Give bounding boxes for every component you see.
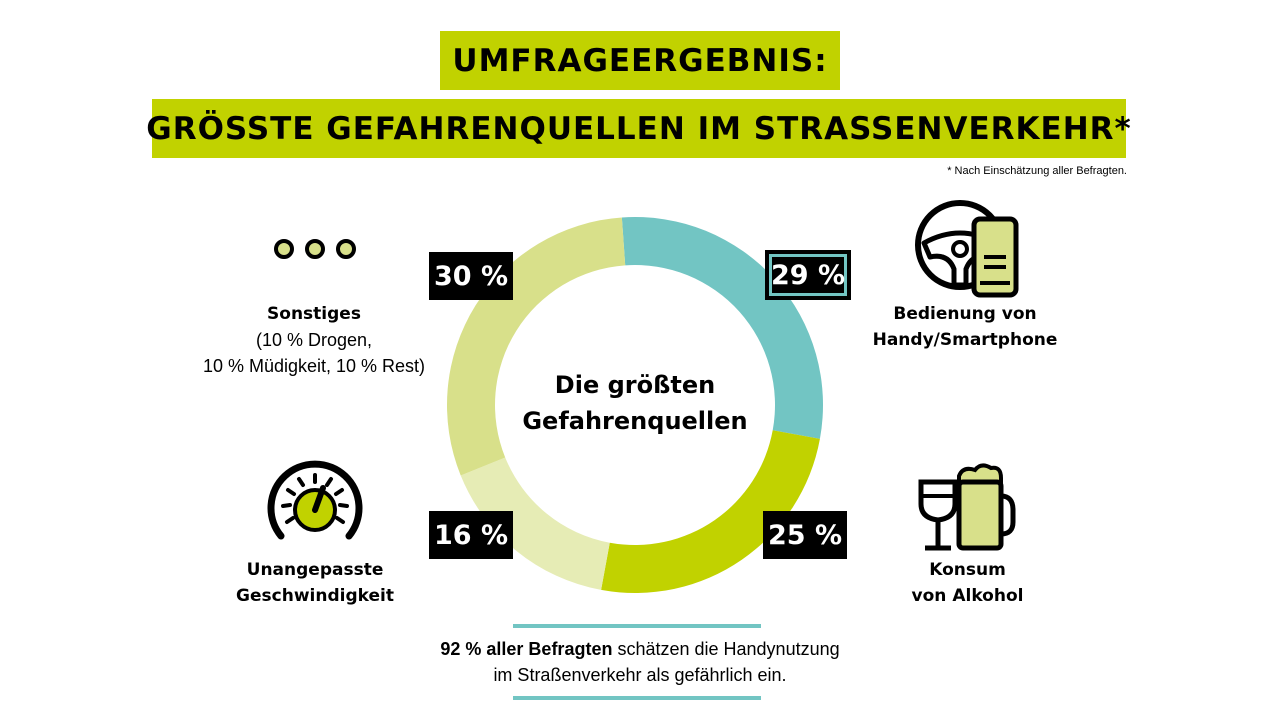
title-line-1: UMFRAGEERGEBNIS: bbox=[440, 31, 840, 90]
other-detail-line-2: 10 % Müdigkeit, 10 % Rest) bbox=[202, 356, 426, 376]
slice-alcohol bbox=[601, 430, 820, 593]
phone-label-line-1: Bedienung von bbox=[893, 304, 1037, 324]
alcohol-label-line-1: Konsum bbox=[929, 560, 1006, 580]
center-label-line-1: Die größten bbox=[554, 371, 716, 399]
bottom-rest: schätzen die Handynutzung bbox=[612, 639, 840, 659]
category-label-alcohol: Konsum von Alkohol bbox=[880, 557, 1055, 609]
bottom-bold: 92 % aller Befragten bbox=[440, 639, 613, 659]
category-label-phone: Bedienung von Handy/Smartphone bbox=[860, 301, 1070, 353]
speedometer-icon bbox=[267, 460, 363, 540]
value-label-speed: 16 % bbox=[429, 511, 513, 559]
speed-label-line-1: Unangepasste bbox=[246, 560, 384, 580]
other-title: Sonstiges bbox=[267, 304, 361, 324]
beer-wine-icon bbox=[918, 463, 1016, 551]
phone-label-line-2: Handy/Smartphone bbox=[872, 330, 1058, 350]
center-label: Die größten Gefahrenquellen bbox=[505, 367, 765, 439]
value-label-alcohol: 25 % bbox=[763, 511, 847, 559]
footnote: * Nach Einschätzung aller Befragten. bbox=[947, 165, 1127, 177]
divider-bottom bbox=[513, 696, 761, 700]
bottom-line-2: im Straßenverkehr als gefährlich ein. bbox=[493, 665, 787, 685]
category-label-speed: Unangepasste Geschwindigkeit bbox=[215, 557, 415, 609]
alcohol-label-line-2: von Alkohol bbox=[911, 586, 1024, 606]
speed-label-line-2: Geschwindigkeit bbox=[236, 586, 394, 606]
title-line-2: GRÖSSTE GEFAHRENQUELLEN IM STRASSENVERKE… bbox=[146, 99, 1131, 158]
steering-wheel-phone-icon bbox=[915, 200, 1019, 298]
slice-other bbox=[447, 217, 626, 476]
slice-speed bbox=[460, 457, 610, 590]
bottom-line-1: 92 % aller Befragten schätzen die Handyn… bbox=[340, 636, 940, 662]
bottom-statement: 92 % aller Befragten schätzen die Handyn… bbox=[340, 636, 940, 688]
three-dots-icon bbox=[274, 239, 356, 259]
center-label-line-2: Gefahrenquellen bbox=[522, 407, 748, 435]
category-label-other: Sonstiges (10 % Drogen, 10 % Müdigkeit, … bbox=[190, 301, 438, 379]
slice-phone bbox=[621, 217, 823, 439]
value-label-phone: 29 % bbox=[765, 250, 851, 300]
other-detail-line-1: (10 % Drogen, bbox=[255, 330, 373, 350]
value-label-other: 30 % bbox=[429, 252, 513, 300]
divider-top bbox=[513, 624, 761, 628]
